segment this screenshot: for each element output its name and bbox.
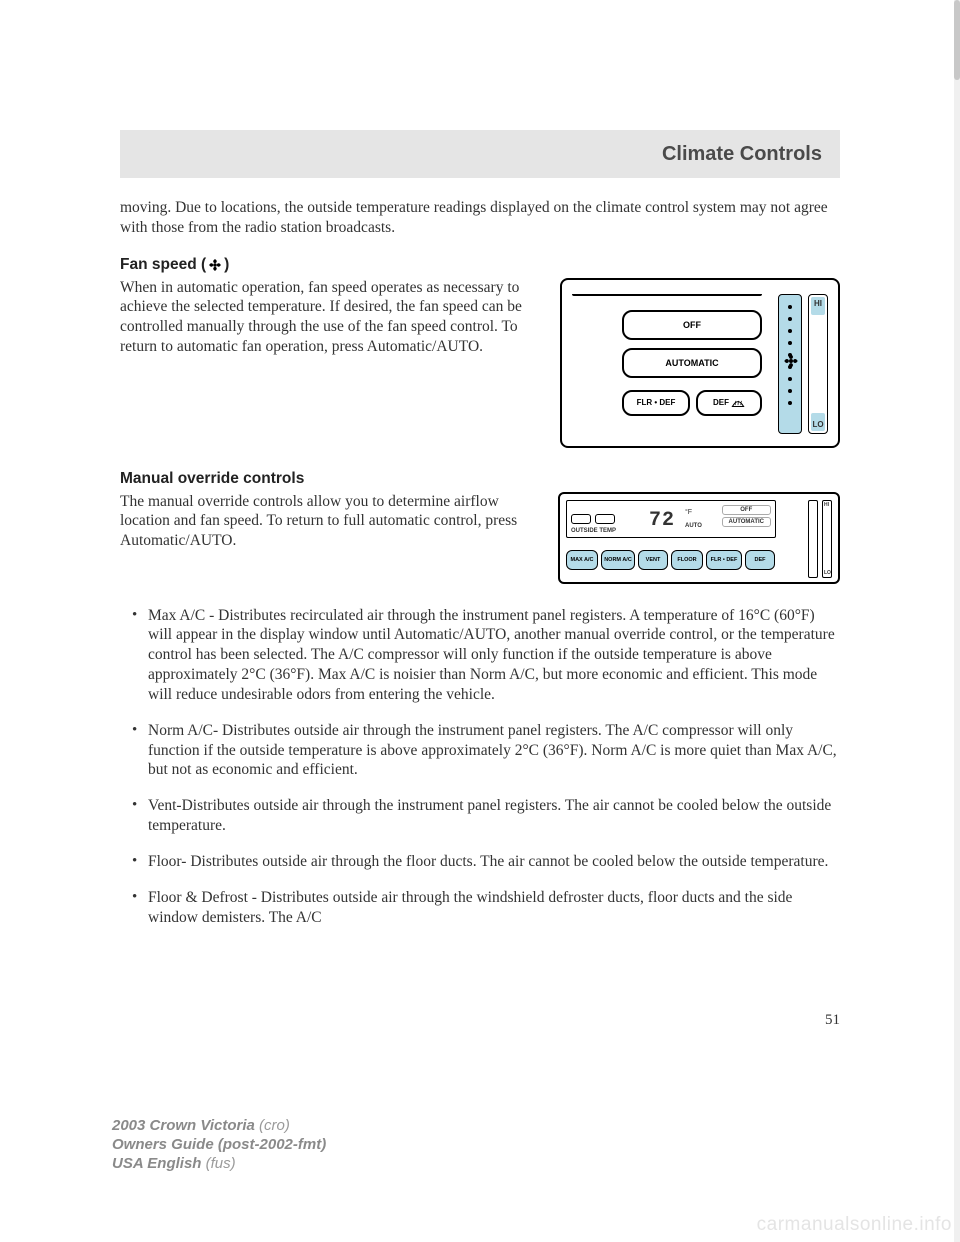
list-item: Vent-Distributes outside air through the… (120, 796, 840, 836)
footer-line-3: USA English (fus) (112, 1154, 326, 1173)
temp-lo-label: LO (809, 420, 827, 429)
list-item: Floor- Distributes outside air through t… (120, 852, 840, 872)
off-auto-group: OFF AUTOMATIC (722, 505, 771, 529)
footer-guide: Owners Guide (post-2002-fmt) (112, 1136, 326, 1153)
manual-override-body: The manual override controls allow you t… (120, 492, 542, 584)
dot (788, 329, 792, 333)
intro-paragraph: moving. Due to locations, the outside te… (120, 198, 840, 238)
fan-speed-row: When in automatic operation, fan speed o… (120, 278, 840, 448)
dot (788, 341, 792, 345)
footer-model: 2003 Crown Victoria (112, 1117, 255, 1134)
footer-line-2: Owners Guide (post-2002-fmt) (112, 1135, 326, 1154)
small-button (595, 514, 615, 524)
scrollbar-thumb[interactable] (954, 0, 960, 80)
flr-def-mini-button: FLR • DEF (706, 550, 742, 570)
off-button: OFF (622, 310, 762, 340)
content: moving. Due to locations, the outside te… (120, 198, 840, 943)
heading-text-suffix: ) (224, 256, 229, 274)
fan-knob-icon (783, 353, 799, 369)
manual-override-diagram: OUTSIDE TEMP 72 °F AUTO OFF AUTOMATIC MA… (558, 492, 840, 584)
bullet-list: Max A/C - Distributes recirculated air t… (120, 606, 840, 928)
diagram-divider (572, 294, 762, 296)
manual-override-row: The manual override controls allow you t… (120, 492, 840, 584)
small-button (571, 514, 591, 524)
mini-lo: LO (824, 570, 831, 576)
mini-hi: HI (824, 502, 829, 508)
list-item: Floor & Defrost - Distributes outside ai… (120, 888, 840, 928)
outside-temp-label: OUTSIDE TEMP (571, 528, 616, 534)
dot (788, 389, 792, 393)
dot (788, 401, 792, 405)
footer: 2003 Crown Victoria (cro) Owners Guide (… (112, 1116, 326, 1174)
max-ac-button: MAX A/C (566, 550, 598, 570)
dot (788, 377, 792, 381)
def-button: DEF (696, 390, 762, 416)
header-band: Climate Controls (120, 130, 840, 178)
footer-lang: USA English (112, 1155, 201, 1172)
mini-slider-temp: HI LO (822, 500, 832, 578)
norm-ac-button: NORM A/C (601, 550, 635, 570)
page-number: 51 (825, 1012, 840, 1029)
footer-line-1: 2003 Crown Victoria (cro) (112, 1116, 326, 1135)
page: Climate Controls moving. Due to location… (0, 0, 960, 1242)
list-item: Max A/C - Distributes recirculated air t… (120, 606, 840, 705)
temp-display: 72 (649, 509, 675, 532)
floor-button: FLOOR (671, 550, 703, 570)
defrost-icon (731, 398, 745, 408)
fan-speed-heading: Fan speed ( ) (120, 256, 840, 274)
deg-label: °F (685, 509, 692, 516)
fan-icon (208, 258, 222, 272)
automatic-button: AUTOMATIC (622, 348, 762, 378)
header-title: Climate Controls (662, 143, 822, 166)
display-panel: OUTSIDE TEMP 72 °F AUTO OFF AUTOMATIC (566, 500, 776, 538)
fan-speed-diagram: OFF AUTOMATIC FLR • DEF DEF (560, 278, 840, 448)
vent-button: VENT (638, 550, 668, 570)
manual-override-heading: Manual override controls (120, 470, 840, 488)
heading-text-prefix: Fan speed ( (120, 256, 206, 274)
mini-slider-fan (808, 500, 818, 578)
list-item: Norm A/C- Distributes outside air throug… (120, 721, 840, 780)
fan-slider (778, 294, 802, 434)
automatic-mini: AUTOMATIC (722, 517, 771, 527)
off-mini: OFF (722, 505, 771, 515)
fan-speed-body: When in automatic operation, fan speed o… (120, 278, 544, 448)
scrollbar[interactable] (954, 0, 960, 1242)
temp-hi-label: HI (809, 299, 827, 308)
watermark: carmanualsonline.info (757, 1214, 952, 1236)
footer-code-1: (cro) (255, 1117, 290, 1134)
auto-label: AUTO (685, 523, 702, 529)
temp-slider: HI LO (808, 294, 828, 434)
def-mini-button: DEF (745, 550, 775, 570)
dot (788, 305, 792, 309)
dot (788, 317, 792, 321)
footer-code-3: (fus) (201, 1155, 235, 1172)
def-label: DEF (713, 398, 729, 407)
flr-def-button: FLR • DEF (622, 390, 690, 416)
